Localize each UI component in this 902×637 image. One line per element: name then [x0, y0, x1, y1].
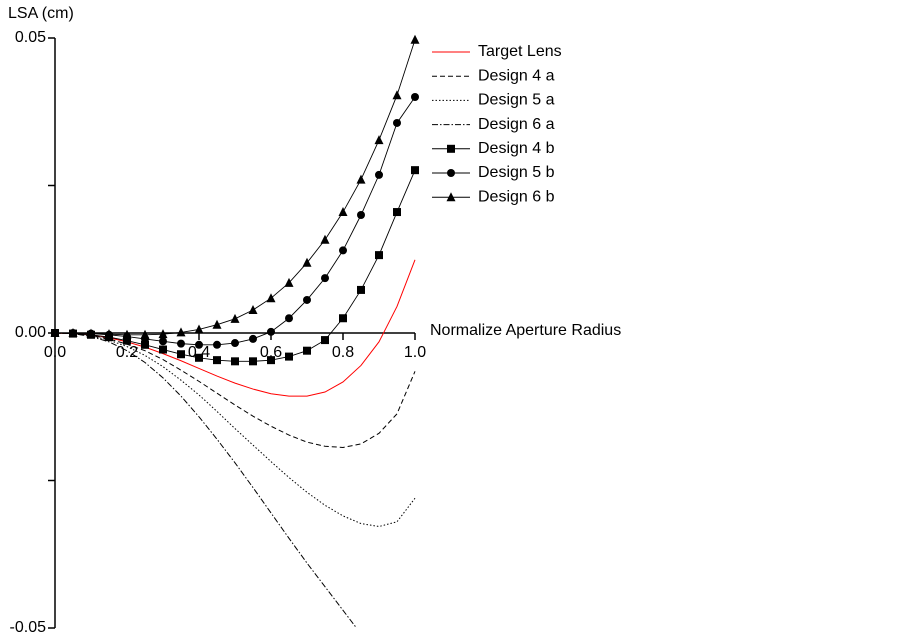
marker: [302, 257, 312, 267]
series-line: [55, 96, 416, 346]
marker: [267, 327, 275, 336]
marker: [159, 337, 167, 346]
x-tick-label: 1.0: [404, 344, 426, 361]
marker: [267, 356, 275, 365]
marker: [50, 328, 60, 337]
x-axis-title: Normalize Aperture Radius: [430, 322, 621, 339]
marker: [158, 329, 168, 339]
marker: [212, 319, 222, 329]
legend-label: Design 6 b: [478, 188, 555, 205]
marker: [338, 207, 348, 217]
marker: [195, 353, 203, 362]
legend-marker: [446, 192, 456, 202]
series-line: [54, 332, 416, 448]
marker: [284, 277, 294, 287]
marker: [68, 328, 78, 337]
marker: [393, 118, 401, 127]
marker: [266, 293, 276, 303]
x-tick-label: 0.8: [332, 344, 354, 361]
legend-label: Design 6 a: [478, 116, 555, 133]
marker: [392, 90, 402, 100]
marker: [213, 356, 221, 365]
x-tick-label: 0.0: [44, 344, 66, 361]
y-axis-title: LSA (cm): [8, 5, 74, 22]
marker: [123, 336, 131, 345]
legend-label: Design 5 b: [478, 164, 555, 181]
marker: [177, 350, 185, 359]
marker: [321, 274, 329, 283]
marker: [231, 339, 239, 348]
marker: [285, 352, 293, 361]
marker: [176, 327, 186, 337]
marker: [375, 170, 383, 179]
marker: [321, 336, 329, 345]
marker: [374, 135, 384, 145]
y-tick-label: 0.05: [15, 29, 46, 46]
legend-label: Target Lens: [478, 43, 562, 60]
marker: [140, 329, 150, 339]
marker: [122, 329, 132, 339]
marker: [411, 166, 419, 175]
legend-label: Design 5 a: [478, 92, 555, 109]
marker: [356, 174, 366, 184]
legend-label: Design 4 b: [478, 140, 555, 157]
marker: [195, 340, 203, 349]
marker: [141, 340, 149, 349]
marker: [411, 93, 419, 101]
legend-marker: [447, 169, 455, 177]
y-tick-label: -0.05: [10, 619, 47, 636]
plot-area: [50, 34, 420, 628]
series-line: [54, 259, 416, 397]
marker: [303, 295, 311, 304]
series-line: [54, 332, 416, 528]
marker: [86, 328, 96, 338]
marker: [285, 314, 293, 323]
marker: [357, 285, 365, 294]
marker: [213, 340, 221, 349]
marker: [320, 234, 330, 244]
marker: [231, 357, 239, 366]
marker: [357, 211, 365, 219]
marker: [375, 251, 383, 260]
marker: [249, 334, 257, 343]
legend-label: Design 4 a: [478, 67, 555, 84]
marker: [104, 329, 114, 339]
marker: [339, 314, 347, 323]
marker: [249, 357, 257, 366]
legend-marker: [447, 144, 455, 153]
marker: [393, 208, 401, 217]
y-tick-label: 0.00: [15, 324, 46, 341]
series-line: [54, 332, 358, 628]
marker: [410, 34, 420, 44]
marker: [230, 313, 240, 323]
marker: [177, 339, 185, 348]
marker: [248, 304, 258, 314]
marker: [194, 324, 204, 334]
marker: [159, 345, 167, 354]
x-tick-label: 0.6: [260, 344, 282, 361]
marker: [339, 246, 347, 255]
marker: [303, 346, 311, 355]
